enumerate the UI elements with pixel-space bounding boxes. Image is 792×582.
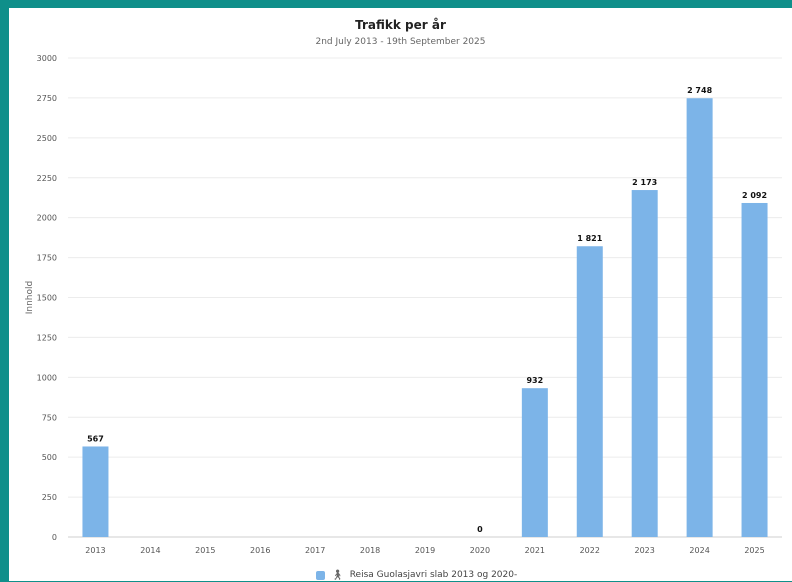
legend-label: Reisa Guolasjavri slab 2013 og 2020- xyxy=(349,570,518,580)
bar xyxy=(521,388,548,537)
y-tick-label: 250 xyxy=(42,493,57,502)
y-tick-label: 1750 xyxy=(37,254,57,263)
x-tick-label: 2018 xyxy=(360,546,380,555)
chart-subtitle: 2nd July 2013 - 19th September 2025 xyxy=(315,37,486,47)
legend-swatch xyxy=(316,570,325,580)
data-label: 932 xyxy=(526,376,543,385)
data-label: 2 748 xyxy=(687,86,712,95)
x-tick-label: 2020 xyxy=(470,546,490,555)
data-label: 2 173 xyxy=(632,178,657,187)
x-tick-label: 2016 xyxy=(250,546,270,555)
data-label: 1 821 xyxy=(577,234,602,243)
bar xyxy=(631,190,658,538)
x-tick-label: 2021 xyxy=(525,546,545,555)
chart-title: Trafikk per år xyxy=(355,18,446,32)
bar xyxy=(82,446,109,537)
x-tick-label: 2019 xyxy=(415,546,435,555)
y-tick-label: 2250 xyxy=(37,174,57,183)
y-tick-label: 2000 xyxy=(37,214,57,223)
bar-chart: 0 250 500 750 1000 1250 1500 1750 2000 2250 2500 27… xyxy=(25,54,782,555)
x-tick-label: 2024 xyxy=(689,546,709,555)
legend[interactable]: 🚶︎ Reisa Guolasjavri slab 2013 og 2020- xyxy=(316,568,517,582)
y-tick-label: 1500 xyxy=(37,294,57,303)
x-tick-label: 2015 xyxy=(195,546,215,555)
data-label: 0 xyxy=(477,525,483,534)
bar xyxy=(576,246,603,537)
x-tick-label: 2025 xyxy=(744,546,764,555)
x-tick-label: 2017 xyxy=(305,546,325,555)
chart-panel: Trafikk per år 2nd July 2013 - 19th Sept… xyxy=(9,8,792,581)
data-label: 2 092 xyxy=(742,191,767,200)
x-tick-label: 2014 xyxy=(140,546,160,555)
x-tick-label: 2023 xyxy=(635,546,655,555)
y-axis-label: Innhold xyxy=(25,281,35,315)
person-icon: 🚶︎ xyxy=(331,569,344,581)
y-tick-label: 750 xyxy=(42,413,57,422)
y-tick-label: 0 xyxy=(52,533,57,542)
bar xyxy=(741,202,768,537)
y-tick-label: 1000 xyxy=(37,373,57,382)
x-tick-label: 2022 xyxy=(580,546,600,555)
y-tick-label: 3000 xyxy=(37,54,57,63)
bar xyxy=(686,98,713,538)
y-tick-label: 2750 xyxy=(37,94,57,103)
y-tick-label: 2500 xyxy=(37,134,57,143)
y-tick-label: 1250 xyxy=(37,333,57,342)
data-label: 567 xyxy=(87,434,104,443)
x-tick-label: 2013 xyxy=(85,546,105,555)
y-tick-label: 500 xyxy=(42,453,57,462)
